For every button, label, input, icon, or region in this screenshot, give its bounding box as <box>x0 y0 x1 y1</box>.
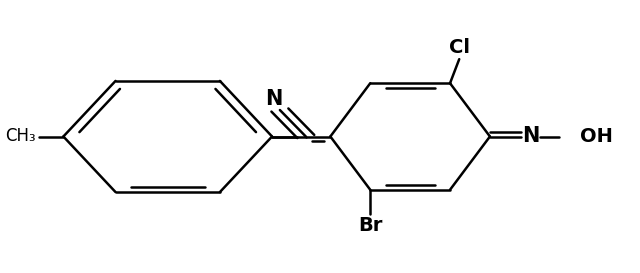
Text: OH: OH <box>580 127 613 146</box>
Text: N: N <box>522 126 539 147</box>
Text: Cl: Cl <box>449 38 470 57</box>
Text: CH₃: CH₃ <box>5 127 36 146</box>
Text: Br: Br <box>358 216 383 235</box>
Text: N: N <box>265 89 282 109</box>
